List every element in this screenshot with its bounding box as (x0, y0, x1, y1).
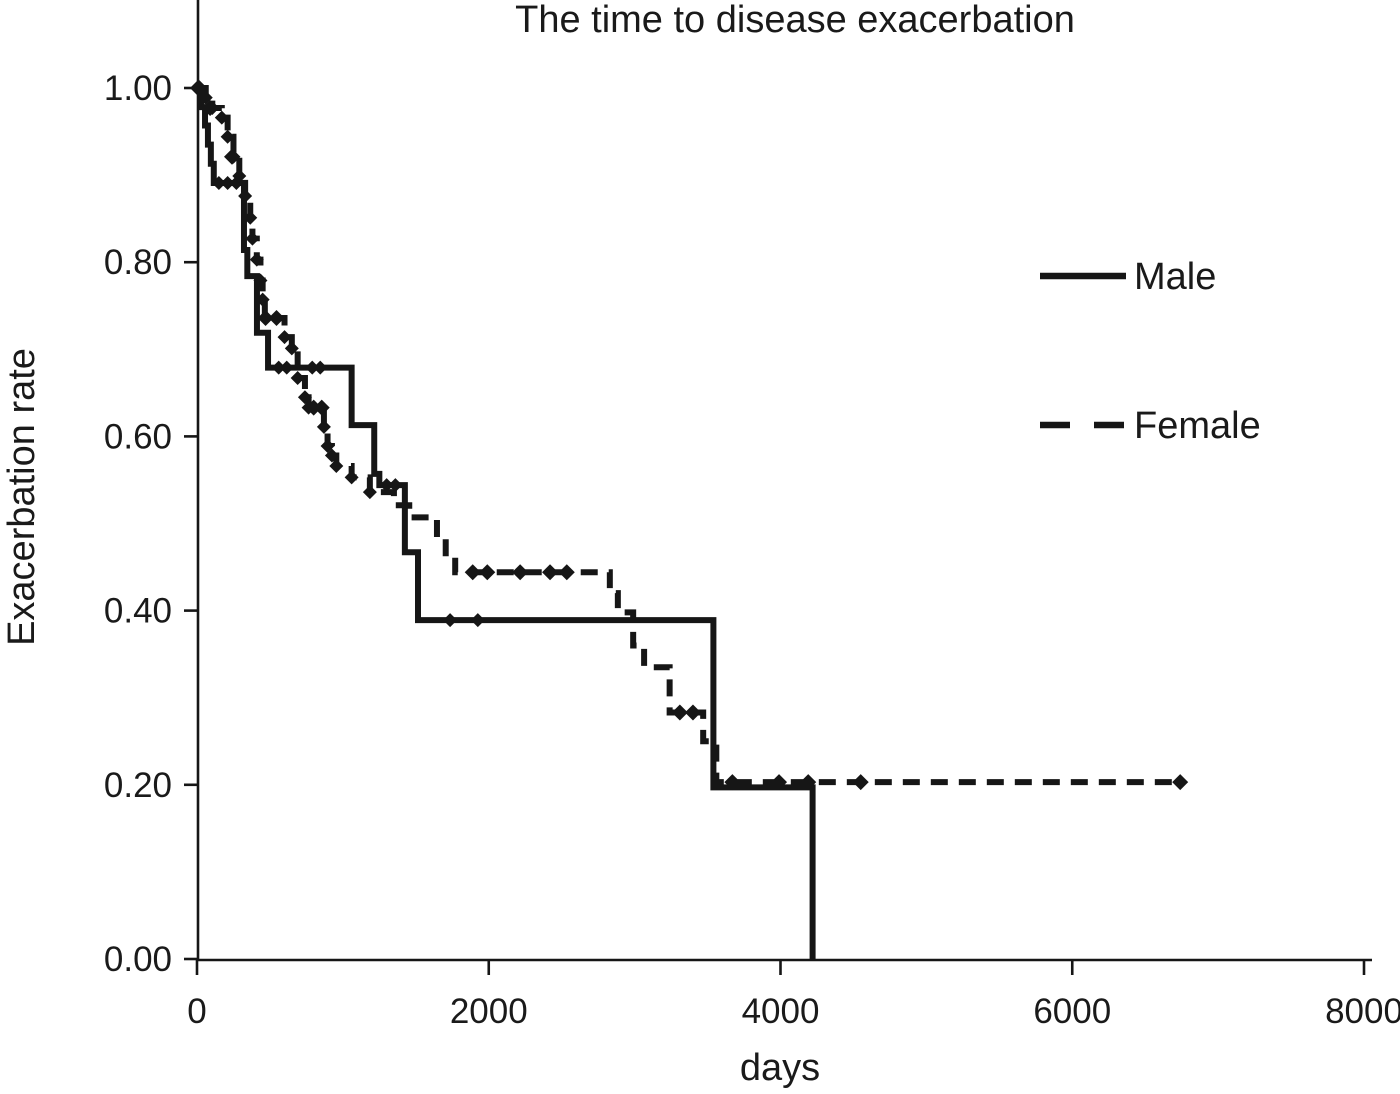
x-tick-label: 4000 (742, 992, 820, 1031)
series-female (190, 80, 1189, 791)
y-tick-label: 0.80 (104, 243, 172, 282)
y-tick-label: 1.00 (104, 69, 172, 108)
censor-mark (800, 774, 817, 791)
x-tick-label: 6000 (1033, 992, 1111, 1031)
y-tick-label: 0.40 (104, 592, 172, 631)
legend: Male Female (1040, 256, 1261, 447)
censor-mark (512, 564, 529, 581)
censor-mark (479, 564, 496, 581)
axes: 1.00 0.80 0.60 0.40 0.20 0.00 0 2000 4000 6000 800… (104, 0, 1400, 1031)
censor-mark (388, 478, 403, 493)
censor-mark (852, 774, 869, 791)
data-marker (243, 210, 258, 225)
data-marker (297, 390, 312, 405)
data-marker (220, 129, 235, 144)
censor-mark (224, 148, 241, 165)
y-tick-label: 0.60 (104, 417, 172, 456)
censor-mark (279, 360, 294, 375)
data-marker (255, 292, 270, 307)
legend-label: Male (1134, 256, 1216, 298)
data-marker (238, 189, 253, 204)
chart-title: The time to disease exacerbation (515, 0, 1075, 41)
legend-item-male: Male (1040, 256, 1216, 298)
data-marker (249, 252, 264, 267)
censor-mark (684, 704, 701, 721)
censor-mark (671, 704, 688, 721)
censor-mark (220, 175, 235, 190)
x-tick-label: 2000 (450, 992, 528, 1031)
data-marker (324, 448, 339, 463)
series-line-male (197, 85, 816, 959)
data-marker (245, 231, 260, 246)
censor-mark (379, 478, 394, 493)
data-marker (362, 485, 377, 500)
censor-mark (313, 399, 330, 416)
data-marker (214, 110, 229, 125)
censor-mark (443, 613, 458, 628)
censor-mark (464, 564, 481, 581)
y-tick-label: 0.20 (104, 766, 172, 805)
censor-mark (470, 613, 485, 628)
censor-mark (305, 360, 320, 375)
data-marker (290, 371, 305, 386)
censor-mark (1172, 774, 1189, 791)
legend-item-female: Female (1040, 405, 1261, 447)
censor-mark (268, 309, 285, 326)
censor-mark (211, 175, 226, 190)
series-line-female (197, 85, 1181, 786)
series-male (197, 85, 816, 959)
censor-mark (191, 80, 208, 96)
data-marker (284, 341, 299, 356)
data-marker (277, 330, 292, 345)
censor-mark (724, 774, 741, 791)
censor-mark (771, 774, 788, 791)
censor-mark (202, 100, 219, 117)
y-axis-label: Exacerbation rate (1, 348, 43, 646)
plot-series (190, 80, 1189, 959)
censor-mark (257, 309, 274, 326)
x-axis-label: days (740, 1047, 820, 1089)
x-tick-label: 8000 (1325, 992, 1400, 1031)
data-marker (253, 273, 268, 288)
censor-mark (305, 399, 322, 416)
censor-mark (558, 564, 575, 581)
data-marker (344, 470, 359, 485)
censor-mark (542, 564, 559, 581)
x-tick-label: 0 (187, 992, 206, 1031)
data-marker (316, 419, 331, 434)
censor-mark (313, 360, 328, 375)
censor-mark (271, 360, 286, 375)
data-marker (232, 168, 247, 183)
y-tick-label: 0.00 (104, 940, 172, 979)
data-marker (329, 459, 344, 474)
legend-label: Female (1134, 405, 1261, 447)
